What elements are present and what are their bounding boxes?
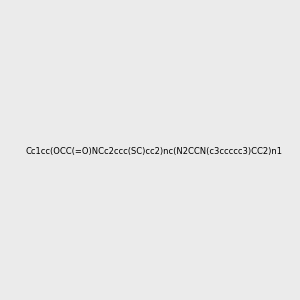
Text: Cc1cc(OCC(=O)NCc2ccc(SC)cc2)nc(N2CCN(c3ccccc3)CC2)n1: Cc1cc(OCC(=O)NCc2ccc(SC)cc2)nc(N2CCN(c3c… — [25, 147, 282, 156]
